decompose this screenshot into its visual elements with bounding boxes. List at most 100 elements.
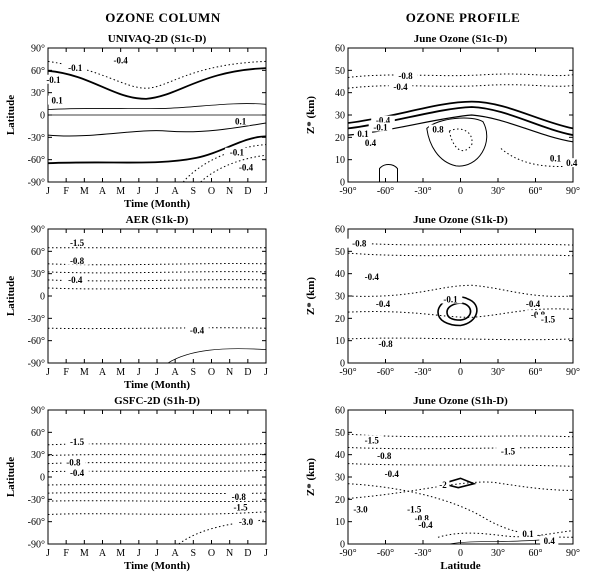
y-axis-label: Z* (km) — [305, 96, 317, 135]
contour-label: -0.1 — [443, 294, 458, 304]
x-tick-label: 0 — [458, 548, 463, 559]
contour-label: -0.1 — [46, 75, 61, 85]
contour-label-bg — [428, 124, 448, 134]
contour-label: -0.1 — [373, 122, 388, 132]
contour-label: -0.1 — [68, 63, 83, 73]
y-tick-label: 30 — [335, 111, 345, 122]
x-tick-label: 30° — [491, 548, 505, 559]
y-tick-label: 50 — [335, 66, 345, 77]
x-tick-label: O — [208, 186, 215, 197]
x-tick-label: -90° — [339, 367, 356, 378]
x-tick-label: J — [137, 548, 141, 559]
contour-label-bg — [536, 314, 560, 324]
y-tick-label: 30° — [31, 269, 45, 280]
y-tick-label: 0 — [40, 473, 45, 484]
x-tick-label: 60° — [529, 548, 543, 559]
x-tick-label: 90° — [566, 548, 580, 559]
contour-label-bg — [47, 95, 67, 105]
x-tick-label: 0 — [458, 367, 463, 378]
y-tick-label: 30° — [31, 450, 45, 461]
contour-line — [48, 103, 266, 110]
contour-label: -0.4 — [526, 299, 541, 309]
x-tick-label: D — [244, 548, 251, 559]
x-axis-label: Time (Month) — [124, 560, 190, 572]
contour-label: -0.4 — [393, 82, 408, 92]
col-header-ozone-profile: OZONE PROFILE — [406, 10, 521, 25]
y-tick-label: -90° — [28, 540, 45, 551]
contour-label: -0.8 — [378, 339, 393, 349]
y-tick-label: -60° — [28, 517, 45, 528]
contour-label: -1.5 — [501, 446, 516, 456]
contour-label-bg — [359, 435, 384, 445]
y-axis-label: Latitude — [5, 276, 17, 316]
x-tick-label: A — [172, 548, 180, 559]
x-tick-label: J — [264, 186, 268, 197]
y-tick-label: 60° — [31, 428, 45, 439]
y-tick-label: 60 — [335, 406, 345, 417]
contour-label: -0.4 — [376, 299, 391, 309]
y-tick-label: 0 — [340, 178, 345, 189]
y-tick-label: 40 — [335, 88, 345, 99]
x-tick-label: M — [116, 367, 125, 378]
panel-4: June Ozone (S1k-D) -90° -60° -30° 0 30° 60° 90°… — [305, 214, 580, 378]
contour-line — [379, 164, 398, 182]
y-tick-label: 90° — [31, 44, 45, 55]
contour-line — [449, 539, 540, 544]
panel-title: GSFC-2D (S1h-D) — [114, 395, 200, 407]
x-tick-label: M — [80, 367, 89, 378]
x-tick-label: N — [226, 548, 233, 559]
contour-line — [426, 117, 488, 167]
contour-label: -0.4 — [239, 163, 254, 173]
contour-label-bg — [65, 436, 89, 446]
contour-line — [348, 433, 573, 438]
contour-label: -0.4 — [385, 469, 400, 479]
contour-label-bg — [359, 272, 384, 282]
x-tick-label: -90° — [339, 548, 356, 559]
y-tick-label: 60 — [335, 44, 345, 55]
panel-title: June Ozone (S1k-D) — [413, 214, 508, 226]
contour-label-bg — [409, 513, 434, 523]
y-axis-label: Latitude — [5, 95, 17, 135]
contour-label-bg — [373, 339, 398, 349]
y-tick-label: -30° — [28, 314, 45, 325]
x-tick-label: M — [80, 548, 89, 559]
x-tick-label: J — [137, 367, 141, 378]
contour-label: -0.4 — [376, 116, 391, 126]
x-tick-label: 60° — [529, 367, 543, 378]
x-tick-label: -30° — [414, 367, 431, 378]
contour-label: 0.1 — [235, 116, 247, 126]
contour-label-bg — [413, 520, 438, 530]
contour-label-bg — [108, 55, 133, 65]
x-tick-label: O — [208, 548, 215, 559]
contour-label-bg — [521, 298, 545, 308]
x-tick-label: 30° — [491, 186, 505, 197]
y-tick-label: 0 — [340, 540, 345, 551]
x-tick-label: 30° — [491, 367, 505, 378]
contour-label: -2 — [439, 480, 447, 490]
contour-label: -0.4 — [70, 468, 85, 478]
contour-label-bg — [402, 504, 427, 514]
x-tick-label: A — [99, 548, 107, 559]
contour-line — [48, 511, 266, 515]
x-tick-label: 90° — [566, 367, 580, 378]
x-tick-label: F — [63, 367, 69, 378]
contour-line — [48, 122, 266, 137]
contour-label: -1.5 — [70, 437, 85, 447]
contour-line — [500, 148, 573, 167]
panel-title: UNIVAQ-2D (S1c-D) — [108, 33, 207, 45]
x-tick-label: S — [191, 548, 197, 559]
x-tick-label: S — [191, 186, 197, 197]
contour-line — [48, 327, 266, 330]
panel-title: June Ozone (S1h-D) — [413, 395, 508, 407]
contour-label-bg — [63, 275, 88, 285]
y-tick-label: 20 — [335, 495, 345, 506]
contour-line — [182, 144, 266, 182]
y-tick-label: 20 — [335, 133, 345, 144]
contour-label: 0.4 — [365, 138, 377, 148]
contour-label: 0.8 — [432, 125, 444, 135]
x-tick-label: -60° — [377, 367, 394, 378]
y-tick-label: 0 — [40, 111, 45, 122]
contour-label-bg — [234, 517, 258, 527]
contour-label: -0.4 — [190, 326, 205, 336]
y-tick-label: 60 — [335, 225, 345, 236]
